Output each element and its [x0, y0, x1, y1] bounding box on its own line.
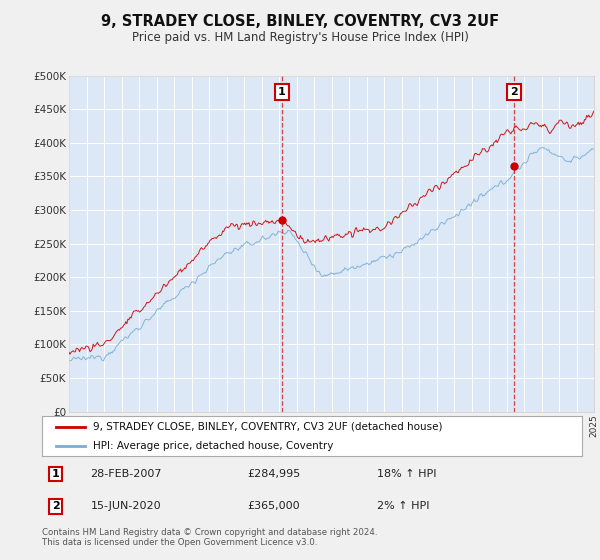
- Text: 1: 1: [52, 469, 59, 479]
- Text: £284,995: £284,995: [247, 469, 301, 479]
- Text: 2: 2: [52, 501, 59, 511]
- Text: 9, STRADEY CLOSE, BINLEY, COVENTRY, CV3 2UF: 9, STRADEY CLOSE, BINLEY, COVENTRY, CV3 …: [101, 14, 499, 29]
- Text: £365,000: £365,000: [247, 501, 300, 511]
- Text: 28-FEB-2007: 28-FEB-2007: [91, 469, 162, 479]
- Text: 1: 1: [278, 87, 286, 97]
- Text: 2% ↑ HPI: 2% ↑ HPI: [377, 501, 430, 511]
- Text: HPI: Average price, detached house, Coventry: HPI: Average price, detached house, Cove…: [94, 441, 334, 451]
- Text: Contains HM Land Registry data © Crown copyright and database right 2024.
This d: Contains HM Land Registry data © Crown c…: [42, 528, 377, 547]
- Text: 9, STRADEY CLOSE, BINLEY, COVENTRY, CV3 2UF (detached house): 9, STRADEY CLOSE, BINLEY, COVENTRY, CV3 …: [94, 422, 443, 432]
- Text: 18% ↑ HPI: 18% ↑ HPI: [377, 469, 436, 479]
- Text: 2: 2: [511, 87, 518, 97]
- Text: Price paid vs. HM Land Registry's House Price Index (HPI): Price paid vs. HM Land Registry's House …: [131, 31, 469, 44]
- Text: 15-JUN-2020: 15-JUN-2020: [91, 501, 161, 511]
